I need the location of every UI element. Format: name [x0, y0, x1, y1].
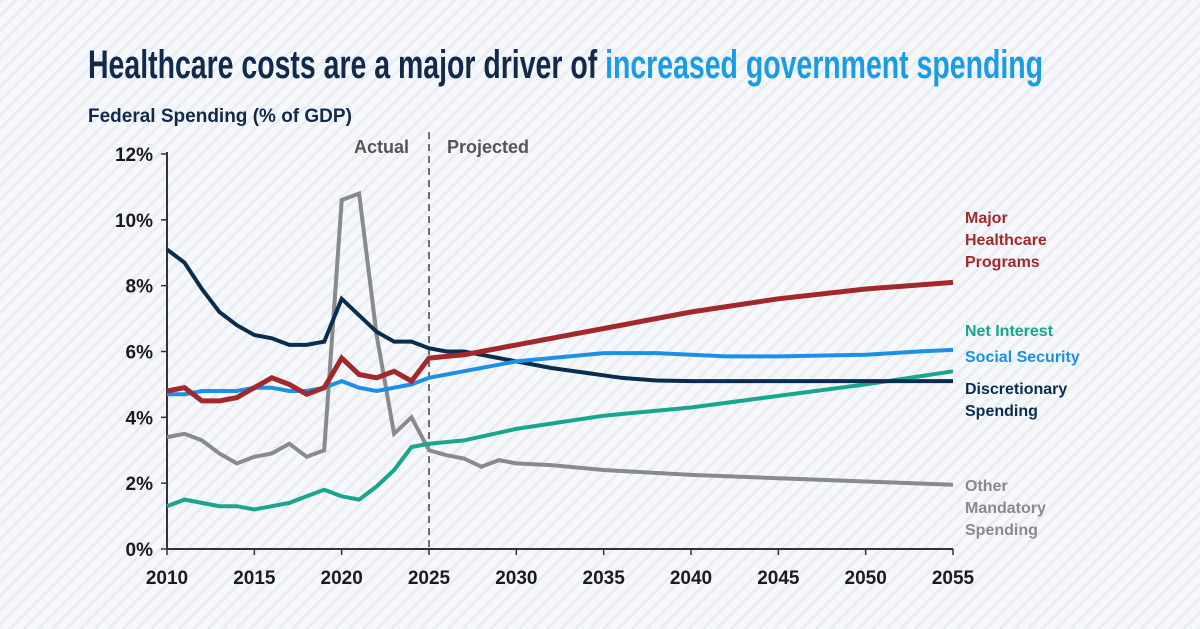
series-label-3: Spending	[965, 403, 1038, 420]
series-label-3: Discretionary	[965, 381, 1067, 398]
y-tick-label: 6%	[126, 343, 154, 364]
series-label-2: Social Security	[965, 349, 1080, 366]
y-tick-label: 12%	[115, 145, 153, 166]
projected-label: Projected	[447, 137, 529, 157]
series-labels: Major Healthcare Programs Net Interest Socia…	[965, 210, 1080, 539]
y-tick-label: 8%	[126, 277, 154, 298]
series-label-4: Mandatory	[965, 500, 1046, 517]
y-tick-label: 10%	[115, 211, 153, 232]
x-tick-label: 2055	[932, 568, 975, 589]
series-label-4: Other	[965, 478, 1008, 495]
series-label-4: Spending	[965, 522, 1038, 539]
series-label-0: Major	[965, 210, 1008, 227]
x-tick-label: 2030	[495, 568, 537, 589]
title-part-1: Healthcare costs are a major driver of	[88, 43, 605, 87]
x-tick-label: 2045	[757, 568, 800, 589]
y-tick-label: 4%	[126, 408, 154, 429]
series-lines	[165, 190, 954, 512]
x-tick-label: 2015	[233, 568, 276, 589]
series-line-3	[165, 247, 953, 384]
series-label-0: Healthcare	[965, 232, 1047, 249]
x-tick-label: 2050	[845, 568, 887, 589]
series-label-0: Programs	[965, 254, 1040, 271]
series-line-4	[166, 190, 954, 487]
x-tick-label: 2010	[146, 568, 188, 589]
y-tick-label: 2%	[126, 474, 154, 495]
title-part-2: increased government spending	[605, 43, 1043, 87]
series-line-2	[167, 347, 954, 397]
series-line-0	[166, 279, 954, 404]
y-axis-label: Federal Spending (% of GDP)	[88, 106, 352, 127]
y-tick-label: 0%	[126, 540, 154, 561]
series-label-1: Net Interest	[965, 323, 1054, 340]
actual-label: Actual	[354, 137, 409, 157]
axes: 0% 2% 4% 6% 8% 10% 12% 2010 2015 2020 2025 2030 2035…	[115, 132, 975, 589]
series-line-1	[166, 369, 954, 512]
chart-title: Healthcare costs are a major driver of i…	[88, 43, 1043, 87]
x-tick-label: 2035	[583, 568, 626, 589]
x-tick-label: 2025	[408, 568, 451, 589]
x-tick-label: 2020	[321, 568, 363, 589]
x-tick-label: 2040	[670, 568, 712, 589]
